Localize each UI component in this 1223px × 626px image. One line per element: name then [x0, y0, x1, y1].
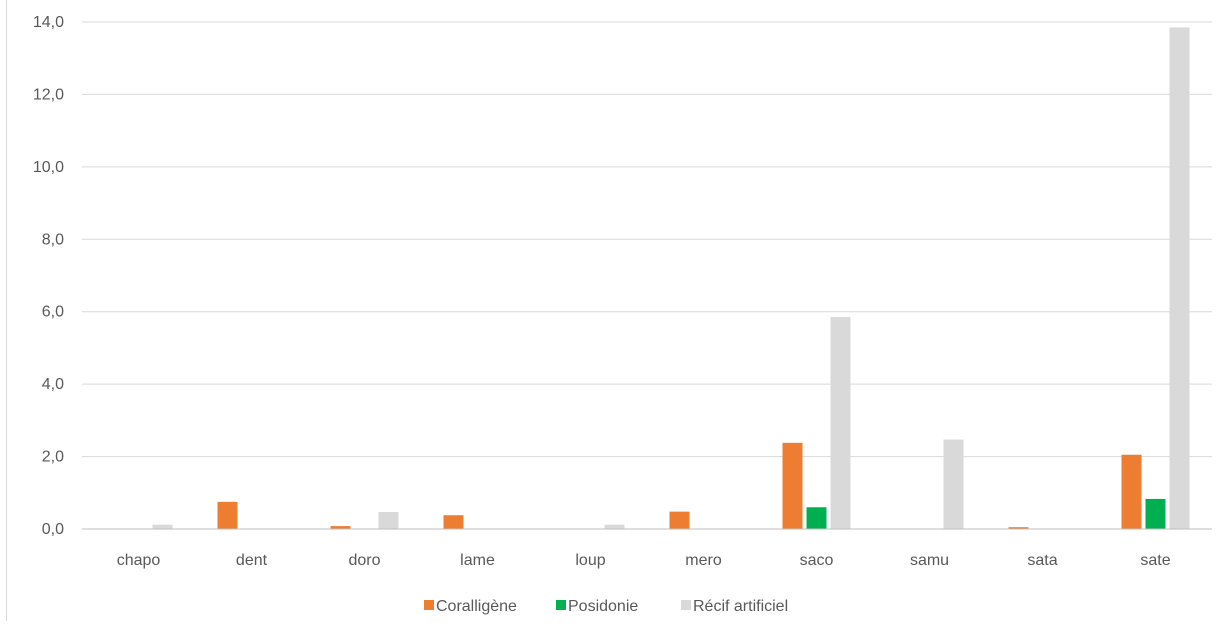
bar: [806, 507, 827, 529]
y-tick-label: 4,0: [42, 376, 64, 393]
bar: [830, 317, 851, 529]
y-tick-label: 2,0: [42, 449, 64, 466]
bar: [782, 442, 803, 529]
legend-label: Récif artificiel: [693, 598, 788, 615]
y-tick-label: 0,0: [42, 521, 64, 538]
legend-label: Posidonie: [568, 598, 638, 615]
bar: [943, 439, 964, 529]
bar: [217, 501, 238, 529]
legend-swatch: [556, 600, 566, 610]
frame-left-border: [6, 0, 7, 621]
x-tick-label: mero: [685, 552, 722, 569]
bar: [152, 524, 173, 529]
bar: [330, 526, 351, 529]
y-tick-label: 14,0: [33, 14, 64, 31]
bar: [1008, 527, 1029, 529]
y-tick-label: 6,0: [42, 304, 64, 321]
bar: [378, 511, 399, 529]
gridlines: [82, 21, 1212, 458]
legend: Coralligène Posidonie Récif artificiel: [424, 598, 788, 615]
x-tick-label: loup: [575, 552, 605, 569]
x-tick-label: samu: [910, 552, 949, 569]
bars: [152, 27, 1190, 530]
y-tick-label: 10,0: [33, 159, 64, 176]
legend-swatch: [681, 600, 691, 610]
x-tick-label: dent: [236, 552, 268, 569]
x-tick-label: doro: [348, 552, 380, 569]
bar: [1121, 454, 1142, 529]
bar: [604, 524, 625, 529]
y-tick-label: 12,0: [33, 86, 64, 103]
x-tick-label: lame: [460, 552, 495, 569]
bar: [1145, 498, 1166, 529]
bar: [669, 511, 690, 529]
legend-swatch: [424, 600, 434, 610]
bar: [1169, 27, 1190, 530]
x-tick-label: sata: [1027, 552, 1057, 569]
x-tick-label: saco: [800, 552, 834, 569]
y-tick-label: 8,0: [42, 231, 64, 248]
x-axis-labels: chapo dent doro lame loup mero saco samu sata sat…: [117, 552, 1171, 569]
bar: [443, 515, 464, 529]
y-axis-ticks: 0,0 2,0 4,0 6,0 8,0 10,0 12,0 14,0: [33, 14, 64, 538]
x-tick-label: chapo: [117, 552, 161, 569]
legend-label: Coralligène: [436, 598, 517, 615]
x-tick-label: sate: [1140, 552, 1170, 569]
